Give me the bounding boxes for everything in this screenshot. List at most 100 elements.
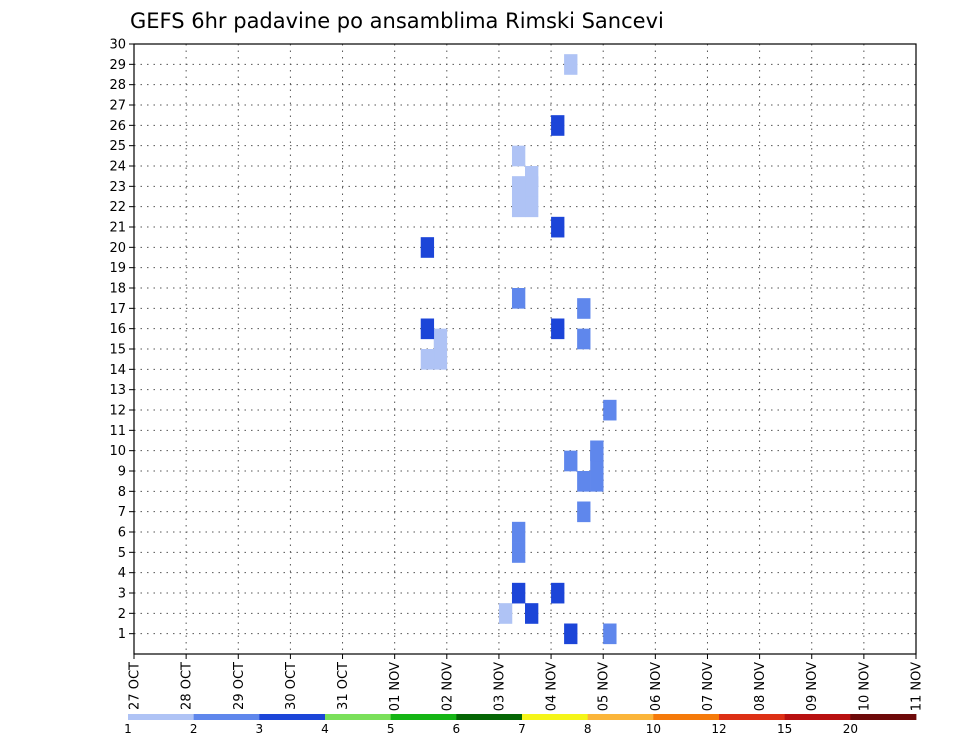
precip-cell <box>577 298 591 319</box>
legend-label: 15 <box>777 722 792 736</box>
legend-swatch <box>325 714 392 720</box>
y-tick-label: 19 <box>109 261 126 276</box>
y-tick-label: 6 <box>118 526 126 541</box>
y-tick-label: 29 <box>109 58 126 73</box>
precip-cell <box>551 582 565 604</box>
precip-cell <box>590 440 604 462</box>
x-axis: 27 OCT 28 OCT 29 OCT 30 OCT 31 OCT 01 NOV 02 N… <box>128 654 925 711</box>
legend-label: 8 <box>584 722 592 736</box>
precip-cell <box>511 542 526 563</box>
legend-label: 7 <box>518 722 526 736</box>
precip-cell <box>564 623 578 645</box>
y-tick-label: 13 <box>109 383 126 398</box>
precip-cell <box>511 521 526 543</box>
y-tick-label: 30 <box>109 38 126 53</box>
precip-cell <box>511 145 526 167</box>
x-tick-label: 29 OCT <box>232 662 247 710</box>
precip-cell <box>511 176 526 197</box>
y-tick-label: 17 <box>109 302 126 317</box>
precip-cell <box>511 288 526 309</box>
y-tick-label: 9 <box>118 465 126 480</box>
legend-label: 1 <box>124 722 132 736</box>
x-tick-label: 27 OCT <box>128 662 143 710</box>
x-tick-label: 08 NOV <box>753 662 768 711</box>
y-tick-label: 23 <box>109 180 126 195</box>
y-tick-label: 27 <box>109 99 126 114</box>
legend-label: 12 <box>711 722 726 736</box>
y-tick-label: 16 <box>109 322 126 337</box>
x-tick-label: 04 NOV <box>545 662 560 711</box>
legend-label: 5 <box>387 722 395 736</box>
y-tick-label: 11 <box>109 424 126 439</box>
y-tick-label: 26 <box>109 119 126 134</box>
y-tick-label: 14 <box>109 363 126 378</box>
legend-label: 6 <box>453 722 461 736</box>
legend-label: 20 <box>843 722 858 736</box>
precip-cell <box>551 216 565 238</box>
y-tick-label: 7 <box>118 505 126 520</box>
cells <box>420 54 617 645</box>
chart-title: GEFS 6hr padavine po ansamblima Rimski S… <box>130 9 664 33</box>
x-tick-label: 02 NOV <box>440 662 455 711</box>
precip-cell <box>551 318 565 340</box>
y-tick-label: 8 <box>118 485 126 500</box>
x-tick-label: 30 OCT <box>284 662 299 710</box>
legend-swatch <box>587 714 654 720</box>
precip-cell <box>511 582 526 604</box>
x-tick-label: 09 NOV <box>805 662 820 711</box>
y-tick-label: 21 <box>109 221 126 236</box>
precip-cell <box>433 349 448 370</box>
precip-cell <box>433 328 448 350</box>
precip-cell <box>525 603 539 624</box>
y-tick-label: 22 <box>109 200 126 215</box>
y-tick-label: 20 <box>109 241 126 256</box>
y-tick-label: 2 <box>118 607 126 622</box>
precip-cell <box>564 54 578 75</box>
precip-cell <box>577 471 591 492</box>
x-tick-label: 28 OCT <box>180 662 195 710</box>
precip-cell <box>525 196 539 218</box>
x-tick-label: 31 OCT <box>336 662 351 710</box>
legend-swatch <box>850 714 917 720</box>
legend-swatch <box>719 714 786 720</box>
x-tick-label: 01 NOV <box>388 662 403 711</box>
precip-cell <box>577 328 591 350</box>
precip-cell <box>420 237 435 258</box>
legend-swatch <box>390 714 457 720</box>
precip-cell <box>525 176 539 197</box>
y-tick-label: 24 <box>109 160 126 175</box>
y-tick-label: 12 <box>109 404 126 419</box>
legend-swatch <box>128 714 195 720</box>
precip-cell <box>551 115 565 136</box>
x-tick-label: 10 NOV <box>857 662 872 711</box>
legend: 1 2 3 4 5 6 7 8 10 12 15 20 <box>124 714 917 736</box>
y-tick-label: 25 <box>109 139 126 154</box>
legend-swatch <box>193 714 260 720</box>
legend-swatch <box>522 714 589 720</box>
x-tick-label: 06 NOV <box>649 662 664 711</box>
legend-swatch <box>784 714 851 720</box>
legend-label: 10 <box>646 722 661 736</box>
precip-cell <box>603 623 617 645</box>
y-tick-label: 10 <box>109 444 126 459</box>
y-tick-label: 4 <box>118 566 126 581</box>
precip-cell <box>498 603 513 624</box>
precip-cell <box>590 471 604 492</box>
precip-cell <box>420 318 435 340</box>
y-tick-label: 1 <box>118 627 126 642</box>
legend-label: 4 <box>321 722 329 736</box>
precip-cell <box>603 399 617 421</box>
y-tick-label: 28 <box>109 78 126 93</box>
y-tick-label: 15 <box>109 343 126 358</box>
legend-label: 3 <box>256 722 264 736</box>
x-tick-label: 03 NOV <box>492 662 507 711</box>
precip-cell <box>511 196 526 218</box>
precip-cell <box>564 450 578 472</box>
y-tick-label: 5 <box>118 546 126 561</box>
x-tick-label: 07 NOV <box>701 662 716 711</box>
precip-cell <box>420 349 435 370</box>
precip-cell <box>577 501 591 523</box>
y-axis: 1234567891011121314151617181920212223242… <box>109 38 134 642</box>
x-tick-label: 05 NOV <box>597 662 612 711</box>
